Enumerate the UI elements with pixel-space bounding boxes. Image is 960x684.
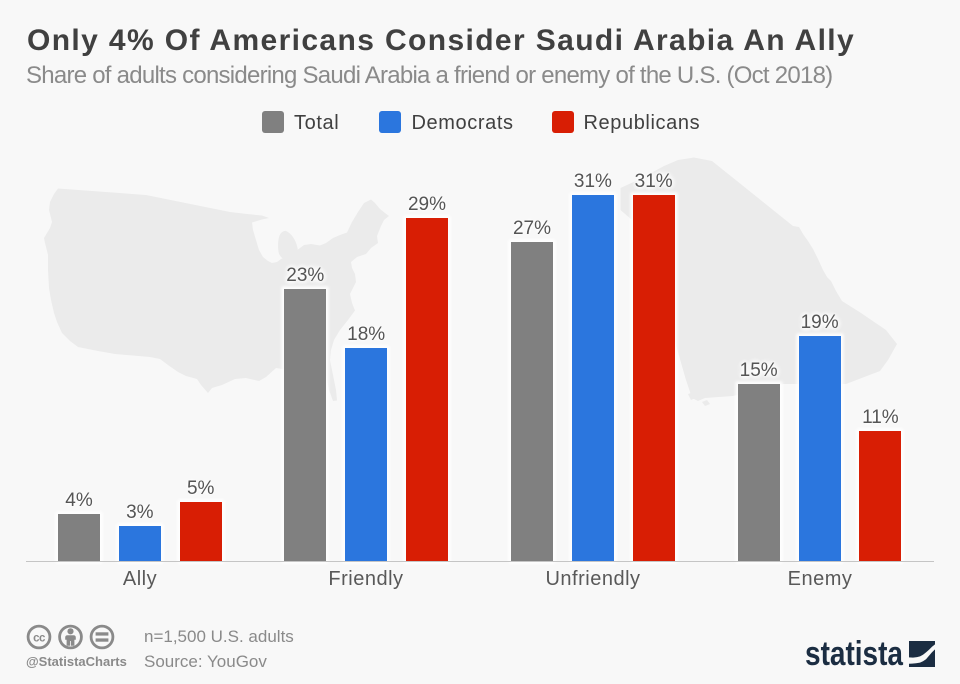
svg-text:cc: cc <box>33 632 46 644</box>
svg-text:statista: statista <box>805 636 904 672</box>
